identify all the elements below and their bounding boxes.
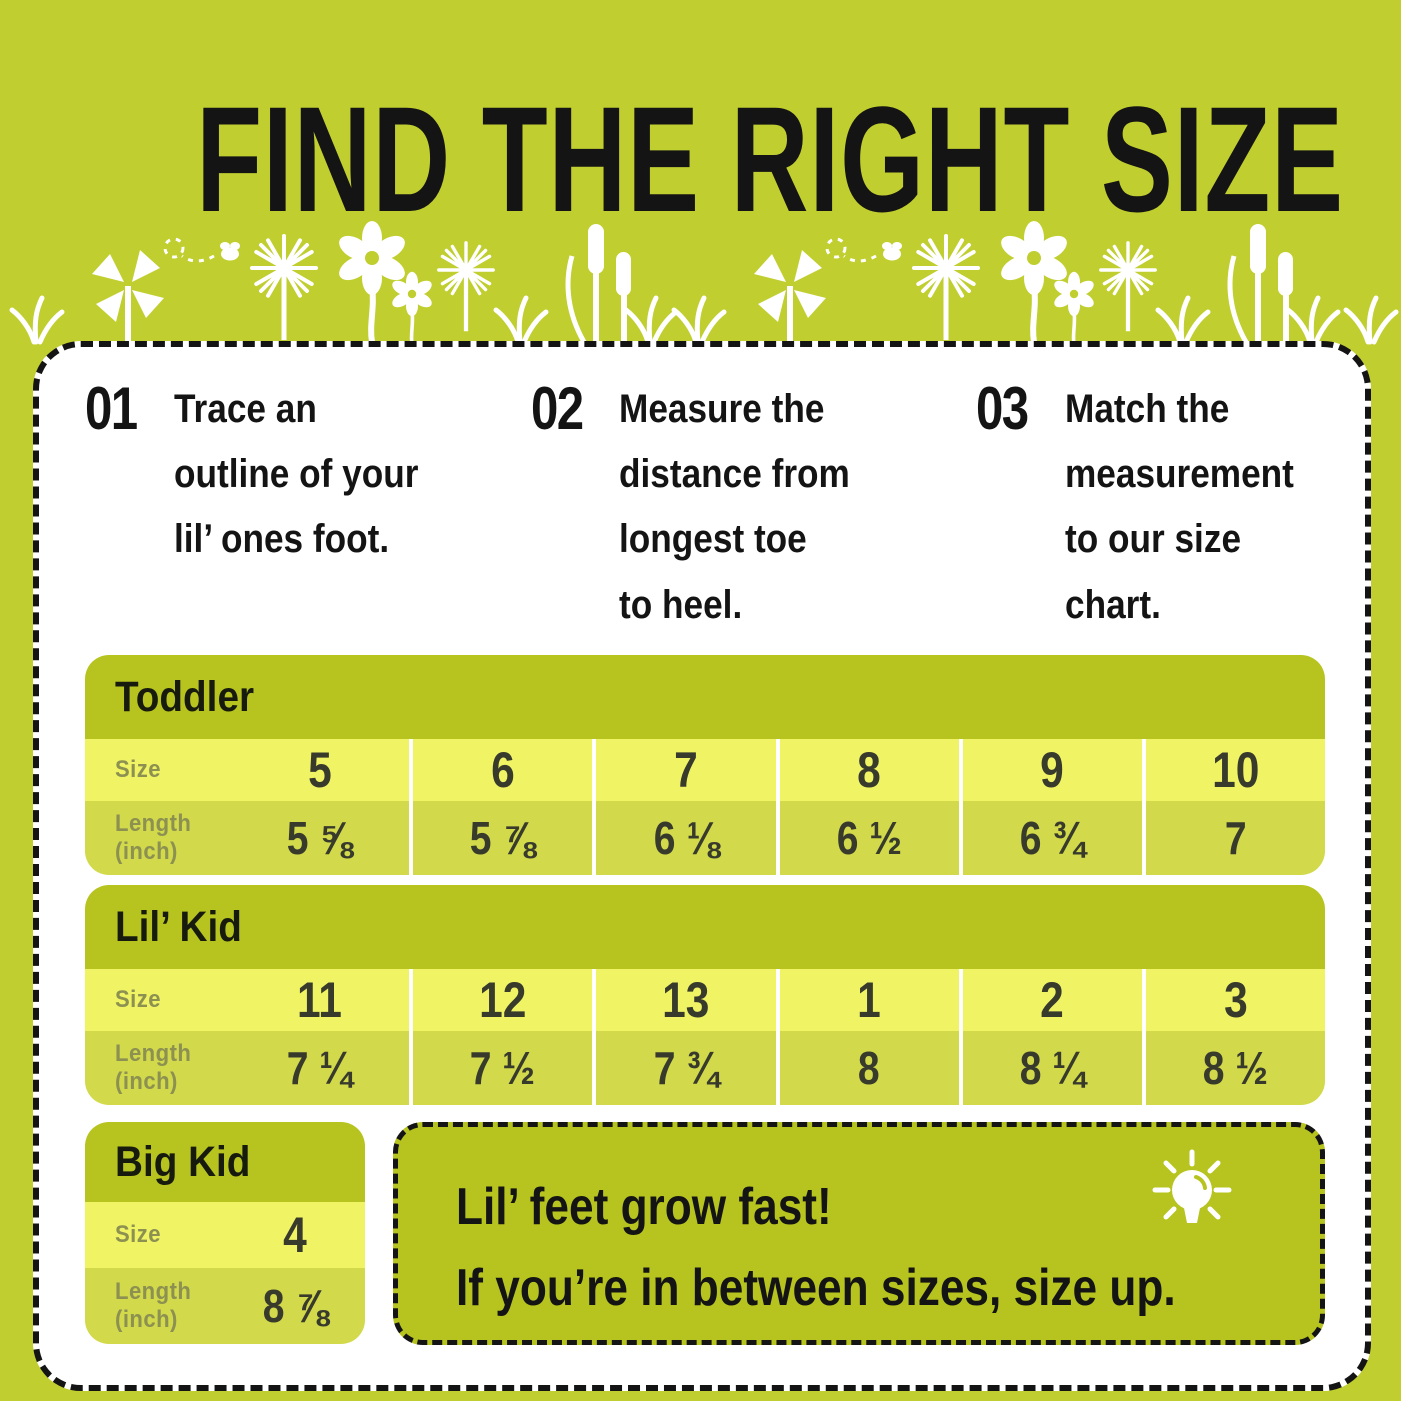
lil-kid-header-band: Lil’ Kid bbox=[85, 885, 1325, 969]
step-1-line-2: outline of your bbox=[173, 452, 419, 497]
lil-kid-size-row: Size 11 12 13 1 2 3 bbox=[85, 969, 1325, 1031]
step-3-line-4: chart. bbox=[1064, 582, 1161, 627]
lil-kid-length-cell: 7 ¼ bbox=[286, 1042, 353, 1094]
toddler-group-title: Toddler bbox=[115, 672, 255, 721]
step-3-number: 03 bbox=[976, 375, 1029, 442]
size-guide-card: 01 Trace an outline of your lil’ ones fo… bbox=[33, 341, 1371, 1391]
toddler-length-cell: 6 ½ bbox=[775, 801, 959, 875]
toddler-size-cell: 7 bbox=[592, 739, 775, 801]
lil-kid-length-cell: 7 ½ bbox=[409, 1031, 592, 1105]
lightbulb-icon bbox=[1152, 1149, 1232, 1223]
big-kid-size-row: Size 4 bbox=[85, 1202, 365, 1268]
step-1: 01 Trace an outline of your lil’ ones fo… bbox=[85, 377, 531, 655]
size-label: Size bbox=[115, 986, 162, 1014]
length-label: Length (inch) bbox=[115, 1278, 192, 1333]
length-label: Length (inch) bbox=[115, 810, 192, 865]
toddler-length-row: Length (inch) 5 ⅝ 5 ⅞ 6 ⅛ 6 ½ 6 ¾ 7 bbox=[85, 801, 1325, 875]
big-kid-length-label-cell: Length (inch) bbox=[85, 1268, 225, 1344]
lil-kid-length-label-cell: Length (inch) bbox=[85, 1031, 230, 1105]
step-3-line-3: to our size bbox=[1064, 517, 1241, 562]
lil-kid-size-cell: 1 bbox=[775, 969, 959, 1031]
toddler-header-band: Toddler bbox=[85, 655, 1325, 739]
step-2-line-2: distance from bbox=[619, 452, 851, 497]
step-3-line-2: measurement bbox=[1064, 452, 1294, 497]
flower-border-decoration bbox=[0, 214, 1401, 346]
toddler-size-label-cell: Size bbox=[85, 739, 230, 801]
toddler-length-cell: 6 ¾ bbox=[958, 801, 1142, 875]
step-3-text: Match the measurement to our size chart. bbox=[1065, 377, 1294, 638]
big-kid-header-band: Big Kid bbox=[85, 1122, 365, 1202]
big-kid-length-row: Length (inch) 8 ⅞ bbox=[85, 1268, 365, 1344]
lil-kid-size-cell: 12 bbox=[409, 969, 592, 1031]
toddler-size-cell: 9 bbox=[958, 739, 1142, 801]
lil-kid-length-cell: 8 ½ bbox=[1141, 1031, 1325, 1105]
tip-line-2: If you’re in between sizes, size up. bbox=[456, 1258, 1176, 1317]
step-2-line-4: to heel. bbox=[619, 582, 743, 627]
lil-kid-size-cell: 3 bbox=[1141, 969, 1325, 1031]
lil-kid-size-label-cell: Size bbox=[85, 969, 230, 1031]
lil-kid-size-cell: 11 bbox=[297, 972, 343, 1028]
step-2: 02 Measure the distance from longest toe… bbox=[531, 377, 977, 655]
lil-kid-length-row: Length (inch) 7 ¼ 7 ½ 7 ¾ 8 8 ¼ 8 ½ bbox=[85, 1031, 1325, 1105]
big-kid-size-label-cell: Size bbox=[85, 1202, 225, 1268]
sizing-tip-box: Lil’ feet grow fast! If you’re in betwee… bbox=[393, 1122, 1325, 1345]
toddler-length-cell: 5 ⅞ bbox=[409, 801, 592, 875]
step-1-text: Trace an outline of your lil’ ones foot. bbox=[174, 377, 418, 573]
step-3-line-1: Match the bbox=[1064, 387, 1230, 431]
instruction-steps: 01 Trace an outline of your lil’ ones fo… bbox=[85, 377, 1325, 655]
toddler-size-cell: 6 bbox=[409, 739, 592, 801]
step-2-line-3: longest toe bbox=[619, 517, 808, 562]
toddler-length-cell: 6 ⅛ bbox=[592, 801, 775, 875]
toddler-length-cell: 5 ⅝ bbox=[286, 812, 353, 864]
big-kid-group-title: Big Kid bbox=[115, 1137, 251, 1186]
big-kid-size-cell: 4 bbox=[283, 1207, 307, 1263]
toddler-size-cell: 10 bbox=[1141, 739, 1325, 801]
lil-kid-length-cell: 8 ¼ bbox=[958, 1031, 1142, 1105]
page-title: FIND THE RIGHT SIZE bbox=[196, 75, 1344, 243]
lil-kid-size-cell: 13 bbox=[592, 969, 775, 1031]
toddler-size-cell: 5 bbox=[307, 742, 332, 798]
size-table-lil-kid: Lil’ Kid Size 11 12 13 1 2 3 Length (inc… bbox=[85, 885, 1325, 1105]
lil-kid-size-cell: 2 bbox=[958, 969, 1142, 1031]
toddler-size-cell: 8 bbox=[775, 739, 959, 801]
bottom-row: Big Kid Size 4 Length (inch) 8 ⅞ Lil’ fe… bbox=[85, 1122, 1325, 1345]
tip-line-1: Lil’ feet grow fast! bbox=[456, 1178, 832, 1236]
step-1-line-3: lil’ ones foot. bbox=[173, 517, 389, 562]
step-1-number: 01 bbox=[85, 375, 138, 442]
toddler-length-label-cell: Length (inch) bbox=[85, 801, 230, 875]
step-2-text: Measure the distance from longest toe to… bbox=[619, 377, 850, 638]
lil-kid-length-cell: 8 bbox=[775, 1031, 959, 1105]
step-3: 03 Match the measurement to our size cha… bbox=[976, 377, 1325, 655]
lil-kid-length-cell: 7 ¾ bbox=[592, 1031, 775, 1105]
toddler-length-cell: 7 bbox=[1141, 801, 1325, 875]
step-2-number: 02 bbox=[530, 375, 584, 442]
lil-kid-group-title: Lil’ Kid bbox=[115, 902, 242, 951]
length-label: Length (inch) bbox=[115, 1040, 192, 1095]
size-label: Size bbox=[115, 756, 162, 784]
size-table-toddler: Toddler Size 5 6 7 8 9 10 Length (inch) … bbox=[85, 655, 1325, 875]
size-label: Size bbox=[115, 1221, 162, 1249]
step-2-line-1: Measure the bbox=[619, 387, 825, 431]
big-kid-length-cell: 8 ⅞ bbox=[262, 1280, 328, 1332]
step-1-line-1: Trace an bbox=[173, 387, 317, 431]
size-table-big-kid: Big Kid Size 4 Length (inch) 8 ⅞ bbox=[85, 1122, 365, 1344]
toddler-size-row: Size 5 6 7 8 9 10 bbox=[85, 739, 1325, 801]
